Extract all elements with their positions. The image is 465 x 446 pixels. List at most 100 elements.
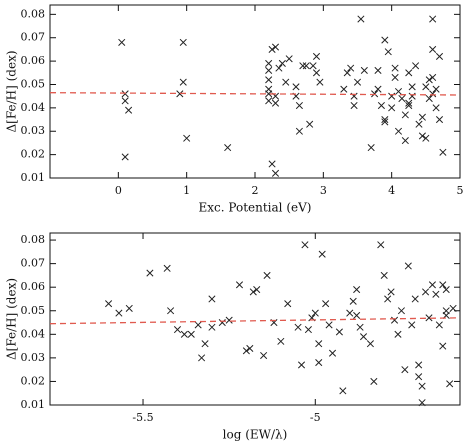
subplot: 0.01 0.02 0.03 0.04 0.05 0.06 0.07 0.08 0 1 2 3 4 5 Ex… <box>5 4 464 215</box>
point <box>415 373 423 381</box>
point <box>249 288 257 296</box>
point <box>295 101 303 110</box>
point <box>299 62 307 70</box>
y-tick-label: 0.04 <box>21 327 46 340</box>
point <box>405 69 413 77</box>
point <box>425 314 433 322</box>
point <box>224 144 232 152</box>
point <box>346 309 354 317</box>
point <box>439 281 447 289</box>
point <box>439 342 447 350</box>
point <box>405 101 413 110</box>
x-tick-label: 0 <box>115 184 122 197</box>
point <box>356 323 364 331</box>
point <box>105 300 113 308</box>
point <box>309 62 317 70</box>
point <box>422 134 430 142</box>
point <box>374 66 382 75</box>
point <box>432 104 440 112</box>
point <box>350 101 358 110</box>
point <box>316 78 324 86</box>
point <box>318 250 326 258</box>
point <box>302 62 310 70</box>
point <box>260 351 268 360</box>
point <box>265 59 273 67</box>
point <box>405 99 413 107</box>
point <box>208 323 216 331</box>
point <box>146 269 154 277</box>
point <box>335 328 343 336</box>
point <box>265 66 273 75</box>
x-axis-label: Exc. Potential (eV) <box>199 201 312 215</box>
point <box>367 144 375 152</box>
point <box>353 311 361 320</box>
point <box>278 59 286 67</box>
point <box>312 69 321 77</box>
point <box>391 73 399 82</box>
y-tick-label: 0.01 <box>21 398 46 411</box>
point <box>422 83 430 91</box>
plot-frame <box>49 232 461 406</box>
point <box>388 104 396 112</box>
point <box>397 307 405 315</box>
point <box>429 45 437 53</box>
point <box>306 120 314 128</box>
point <box>421 288 430 296</box>
point <box>246 344 254 353</box>
point <box>371 90 379 98</box>
point <box>360 66 368 75</box>
point <box>381 116 389 124</box>
point <box>366 340 374 348</box>
point <box>408 83 416 91</box>
x-tick-label: 4 <box>388 184 395 197</box>
point <box>418 382 426 390</box>
point <box>173 326 182 334</box>
point <box>429 15 437 23</box>
point <box>285 55 293 63</box>
x-tick-label: 1 <box>183 184 190 197</box>
point <box>235 281 244 289</box>
point <box>242 347 250 355</box>
point <box>121 90 129 98</box>
point <box>381 36 389 44</box>
point <box>432 290 440 298</box>
point <box>435 52 444 60</box>
point <box>384 48 392 56</box>
point <box>353 78 362 86</box>
point <box>301 241 309 249</box>
point <box>418 132 426 140</box>
point <box>295 127 303 135</box>
point <box>194 321 202 329</box>
point <box>179 78 187 86</box>
point <box>412 62 420 70</box>
point <box>340 85 348 93</box>
point <box>415 120 423 128</box>
point <box>179 38 187 46</box>
point <box>408 92 416 100</box>
point <box>432 85 440 93</box>
point <box>284 300 292 308</box>
point <box>187 330 195 338</box>
point <box>271 169 280 177</box>
point <box>359 333 368 341</box>
point <box>394 127 403 135</box>
point <box>391 64 399 72</box>
point <box>180 330 188 338</box>
point <box>401 137 409 145</box>
x-tick-label: -5 <box>310 411 321 424</box>
point <box>208 295 216 303</box>
point <box>435 116 444 124</box>
point <box>297 361 306 369</box>
point <box>176 90 184 98</box>
y-tick-label: 0.07 <box>21 257 46 270</box>
point <box>277 337 285 345</box>
point <box>167 307 175 315</box>
point <box>339 387 347 395</box>
point <box>315 359 323 367</box>
point <box>325 321 333 329</box>
point <box>374 85 382 93</box>
point <box>394 330 402 338</box>
y-tick-label: 0.04 <box>21 101 46 114</box>
y-axis-label: Δ[Fe/H] (dex) <box>5 278 19 360</box>
